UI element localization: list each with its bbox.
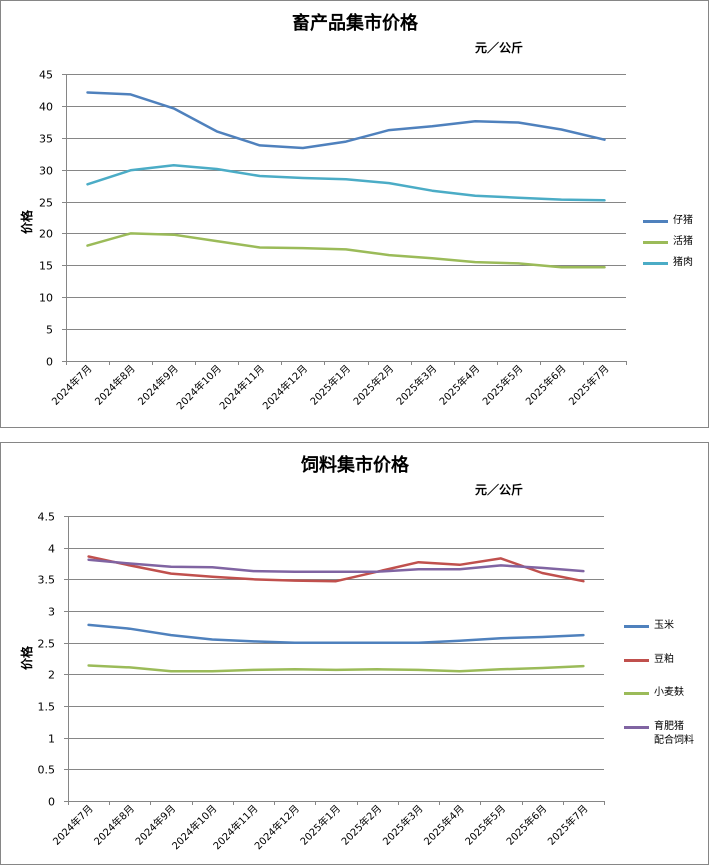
series-0	[86, 91, 606, 150]
axes	[62, 74, 627, 365]
chart-canvas: 畜产品集市价格 元／公斤 价格 0 5 10 15 20 25 30 35 40 45 2024年…	[19, 12, 627, 412]
series-line	[86, 232, 606, 269]
y-axis-label: 价格	[19, 645, 34, 670]
x-tick-label: 2024年7月	[49, 362, 95, 408]
y-tick-label: 10	[39, 292, 53, 305]
y-tick-label: 4.5	[38, 511, 56, 524]
x-tick-label: 2025年4月	[436, 362, 482, 408]
x-tick-label: 2025年4月	[421, 802, 467, 848]
series-2	[86, 163, 606, 202]
gridlines	[66, 74, 626, 362]
series-2	[87, 664, 585, 673]
series-0	[87, 623, 585, 644]
y-tick-label: 20	[39, 228, 53, 241]
x-tick-label: 2025年1月	[297, 802, 343, 848]
series-line	[86, 163, 606, 202]
series-line	[87, 558, 585, 573]
y-tick-label: 1.5	[38, 701, 56, 714]
x-tick-label: 2024年11月	[217, 362, 267, 412]
y-tick-label: 3.5	[38, 574, 56, 587]
y-tick-label: 35	[39, 133, 53, 146]
chart-title: 饲料集市价格	[300, 454, 410, 476]
y-tick-label: 3	[48, 606, 55, 619]
gridlines	[68, 516, 604, 802]
x-tick-label: 2024年9月	[132, 802, 178, 848]
y-tick-labels: 0 5 10 15 20 25 30 35 40 45	[39, 69, 53, 369]
axes	[64, 516, 605, 805]
chart-title: 畜产品集市价格	[292, 12, 419, 34]
x-tick-label: 2025年5月	[480, 362, 526, 408]
y-tick-label: 0	[46, 356, 53, 369]
x-tick-label: 2025年3月	[393, 362, 439, 408]
series-lines	[86, 91, 606, 269]
y-tick-label: 2	[48, 669, 55, 682]
x-tick-label: 2025年3月	[380, 802, 426, 848]
series-line	[87, 664, 585, 673]
x-tick-label: 2024年10月	[174, 362, 224, 412]
x-tick-labels: 2024年7月2024年8月2024年9月2024年10月2024年11月202…	[50, 802, 591, 852]
x-tick-label: 2024年9月	[135, 362, 181, 408]
x-tick-label: 2024年7月	[50, 802, 96, 848]
x-tick-label: 2025年2月	[350, 362, 396, 408]
y-tick-labels: 0 0.5 1 1.5 2 2.5 3 3.5 4 4.5	[38, 511, 56, 809]
x-tick-label: 2024年8月	[92, 362, 138, 408]
y-tick-label: 4	[48, 543, 55, 556]
x-tick-label: 2025年5月	[462, 802, 508, 848]
series-3	[87, 558, 585, 573]
x-tick-label: 2025年7月	[566, 362, 612, 408]
unit-label: 元／公斤	[475, 40, 523, 55]
series-1	[87, 555, 585, 583]
series-1	[86, 232, 606, 269]
series-lines	[87, 555, 585, 673]
y-tick-label: 5	[46, 324, 53, 337]
x-tick-label: 2024年8月	[91, 802, 137, 848]
unit-label: 元／公斤	[475, 482, 523, 497]
y-tick-label: 45	[39, 69, 53, 82]
series-line	[86, 91, 606, 150]
y-tick-label: 15	[39, 260, 53, 273]
x-tick-label: 2025年2月	[338, 802, 384, 848]
y-tick-label: 1	[48, 733, 55, 746]
y-tick-label: 2.5	[38, 638, 56, 651]
y-tick-label: 40	[39, 101, 53, 114]
livestock-price-chart: 畜产品集市价格 元／公斤 价格 0 5 10 15 20 25 30 35 40 45 2024年…	[0, 0, 709, 428]
y-tick-label: 0	[48, 796, 55, 809]
feed-price-chart: 饲料集市价格 元／公斤 价格 0 0.5 1 1.5 2 2.5 3 3.5 4 4.5 2024…	[0, 442, 709, 865]
x-tick-label: 2025年6月	[523, 362, 569, 408]
chart-canvas: 饲料集市价格 元／公斤 价格 0 0.5 1 1.5 2 2.5 3 3.5 4 4.5 2024…	[19, 454, 605, 852]
x-tick-label: 2025年6月	[503, 802, 549, 848]
y-tick-label: 30	[39, 165, 53, 178]
x-tick-label: 2025年7月	[545, 802, 591, 848]
x-tick-label: 2024年12月	[252, 802, 302, 852]
x-tick-label: 2025年1月	[307, 362, 353, 408]
x-tick-label: 2024年12月	[260, 362, 310, 412]
series-line	[87, 623, 585, 644]
y-tick-label: 0.5	[38, 764, 56, 777]
y-tick-label: 25	[39, 197, 53, 210]
x-tick-labels: 2024年7月2024年8月2024年9月2024年10月2024年11月202…	[49, 362, 612, 412]
series-line	[87, 555, 585, 583]
y-axis-label: 价格	[19, 209, 34, 234]
